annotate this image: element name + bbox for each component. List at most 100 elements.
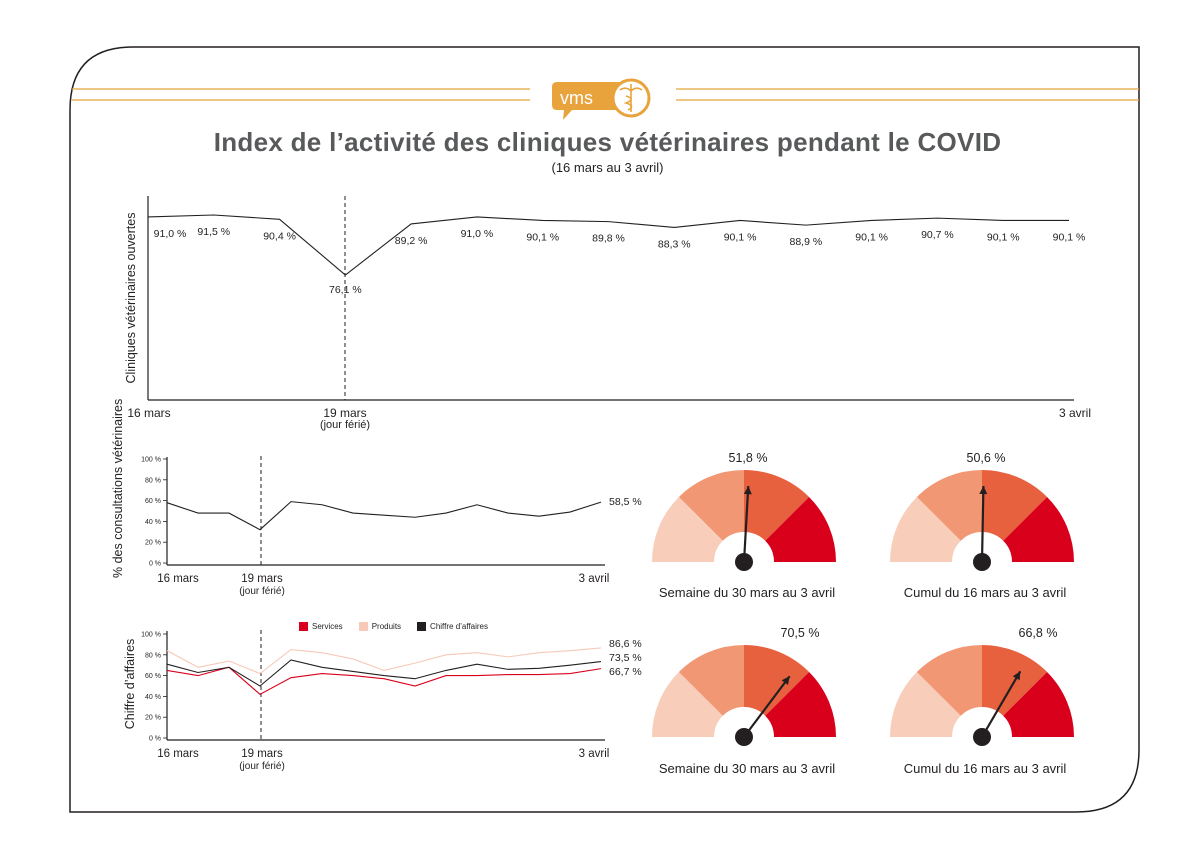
y-tick-label: 0 % — [149, 736, 161, 743]
consult-x-label-start: 16 mars — [157, 573, 199, 585]
y-tick-label: 100 % — [141, 632, 161, 639]
legend-swatch-ca — [417, 622, 427, 631]
y-tick-label: 20 % — [145, 540, 161, 547]
gauge-segment — [890, 496, 961, 562]
gauge-segment — [765, 671, 836, 737]
consult-end-label: 58,5 % — [609, 496, 642, 508]
gauge-segment — [982, 470, 1048, 541]
ca-series-line-3 — [166, 659, 602, 687]
gauge-1: 51,8 % — [652, 451, 836, 571]
ca-x-label-start: 16 mars — [157, 748, 199, 760]
main-point-label: 90,1 % — [987, 231, 1020, 243]
gauge-pivot — [735, 553, 753, 571]
main-series-line — [147, 214, 1069, 276]
ca-end-label: 86,6 % — [609, 638, 642, 650]
main-point-label: 91,5 % — [197, 226, 230, 238]
gauge-value-label: 50,6 % — [967, 451, 1006, 465]
gauge-segment — [1003, 496, 1074, 562]
gauge-segment — [678, 645, 744, 716]
gauge-caption-4: Cumul du 16 mars au 3 avril — [903, 761, 1067, 776]
main-x-label-mid: 19 mars — [323, 406, 367, 420]
gauge-pivot — [735, 728, 753, 746]
gauge-segment — [744, 470, 810, 541]
gauge-segment — [765, 496, 836, 562]
main-point-label: 89,8 % — [592, 233, 625, 245]
main-y-axis-label: Cliniques vétérinaires ouvertes — [124, 212, 138, 384]
ca-x-label-mid: 19 mars — [241, 748, 283, 760]
gauge-needle — [981, 670, 1022, 738]
legend-swatch-produits — [358, 622, 368, 631]
main-point-label: 90,4 % — [263, 230, 296, 242]
consult-series-line — [166, 501, 602, 531]
y-tick-label: 40 % — [145, 694, 161, 701]
main-point-label: 90,7 % — [921, 229, 954, 241]
main-point-label: 88,9 % — [790, 236, 823, 248]
ca-end-label: 66,7 % — [609, 666, 642, 678]
gauge-caption-1: Semaine du 30 mars au 3 avril — [658, 585, 836, 600]
consult-x-label-mid: 19 mars — [241, 573, 283, 585]
main-point-label: 91,0 % — [154, 228, 187, 240]
ca-series-line-2 — [166, 647, 602, 675]
main-point-label: 90,1 % — [526, 231, 559, 243]
header-rules — [72, 88, 1139, 101]
gauge-value-label: 70,5 % — [781, 626, 820, 640]
ca-end-label: 73,5 % — [609, 652, 642, 664]
y-tick-label: 20 % — [145, 715, 161, 722]
consult-x-label-end: 3 avril — [578, 573, 610, 585]
main-point-label: 90,1 % — [1053, 231, 1086, 243]
gauge-segment — [916, 645, 982, 716]
ca-x-label-end: 3 avril — [578, 748, 610, 760]
frame-border — [69, 46, 1140, 813]
gauge-needle — [742, 486, 750, 563]
main-point-label: 76,1 % — [329, 284, 362, 296]
gauge-pivot — [973, 728, 991, 746]
gauge-caption-2: Cumul du 16 mars au 3 avril — [903, 585, 1067, 600]
y-tick-label: 100 % — [141, 457, 161, 464]
y-tick-label: 60 % — [145, 498, 161, 505]
gauge-segment — [652, 671, 723, 737]
ca-x-label-mid-note: (jour férié) — [239, 761, 285, 772]
main-point-label: 90,1 % — [724, 231, 757, 243]
main-point-label: 90,1 % — [855, 231, 888, 243]
gauge-needle — [743, 675, 791, 738]
ca-chart-axes — [166, 631, 605, 741]
vms-logo: vms — [552, 78, 651, 120]
gauge-caption-3: Semaine du 30 mars au 3 avril — [658, 761, 836, 776]
main-point-label: 89,2 % — [395, 235, 428, 247]
legend-label-services: Services — [312, 622, 343, 631]
y-tick-label: 40 % — [145, 519, 161, 526]
page-subtitle: (16 mars au 3 avril) — [551, 160, 664, 175]
ca-y-axis-label: Chiffre d’affaires — [123, 638, 137, 730]
gauge-needle — [980, 485, 985, 563]
gauge-2: 50,6 % — [890, 451, 1074, 571]
gauge-needle-head — [743, 486, 752, 495]
gauge-needle-head — [781, 676, 790, 686]
legend-label-produits: Produits — [371, 622, 402, 631]
gauge-3: 70,5 % — [652, 626, 836, 746]
page-title: Index de l’activité des cliniques vétéri… — [213, 127, 1002, 157]
consult-x-label-mid-note: (jour férié) — [239, 586, 285, 597]
gauge-value-label: 51,8 % — [729, 451, 768, 465]
gauge-segment — [652, 496, 723, 562]
gauge-segment — [744, 645, 810, 716]
gauge-4: 66,8 % — [890, 626, 1074, 746]
ca-legend: Services Produits Chiffre d’affaires — [299, 622, 488, 631]
gauge-pivot — [973, 553, 991, 571]
consult-y-axis-label-line1: % des consultations vétérinaires — [111, 398, 125, 578]
main-x-label-end: 3 avril — [1058, 406, 1091, 420]
gauge-segment — [678, 470, 744, 541]
y-tick-label: 80 % — [145, 477, 161, 484]
main-point-label: 91,0 % — [461, 228, 494, 240]
logo-text: vms — [560, 88, 593, 108]
y-tick-label: 60 % — [145, 673, 161, 680]
legend-swatch-services — [299, 622, 308, 631]
main-point-label: 88,3 % — [658, 238, 691, 250]
gauge-needle-head — [1012, 671, 1021, 681]
ca-series-line-1 — [166, 666, 602, 695]
gauge-segment — [916, 470, 982, 541]
gauge-value-label: 66,8 % — [1019, 626, 1058, 640]
main-chart-axes — [147, 196, 1074, 401]
consult-chart-axes — [166, 457, 605, 566]
main-x-label-start: 16 mars — [127, 406, 171, 420]
